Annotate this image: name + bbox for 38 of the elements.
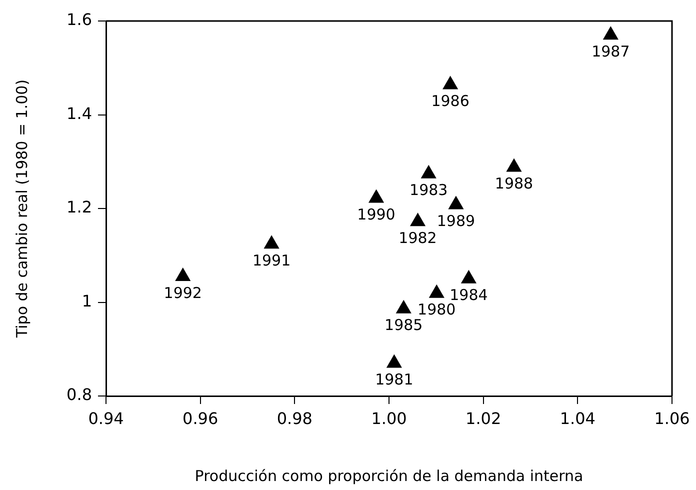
annotation: 1988 bbox=[494, 174, 534, 193]
point bbox=[396, 300, 412, 314]
x-tick-label: 1.02 bbox=[466, 408, 502, 428]
annotation: 1983 bbox=[410, 181, 448, 200]
annotation: 1991 bbox=[252, 252, 291, 270]
point bbox=[386, 354, 402, 368]
point bbox=[175, 267, 191, 281]
point bbox=[410, 212, 426, 226]
point bbox=[264, 235, 280, 249]
point bbox=[448, 196, 464, 210]
annotation: 1985 bbox=[384, 316, 423, 334]
point bbox=[506, 158, 522, 172]
x-tick-label: 1.04 bbox=[560, 408, 596, 428]
x-tick-label: 1.00 bbox=[371, 408, 407, 428]
annotation: 1987 bbox=[592, 42, 630, 60]
point bbox=[442, 76, 458, 90]
annotation: 1992 bbox=[164, 284, 202, 302]
y-tick-label: 0.8 bbox=[66, 385, 92, 404]
y-tick-label: 1.2 bbox=[66, 198, 92, 217]
annotation: 1990 bbox=[357, 206, 396, 224]
point bbox=[602, 26, 618, 40]
annotation: 1989 bbox=[436, 212, 476, 230]
x-tick-label: 0.96 bbox=[182, 408, 218, 428]
y-tick-label: 1.4 bbox=[66, 104, 92, 123]
point bbox=[368, 189, 384, 203]
y-tick-label: 1 bbox=[82, 291, 92, 310]
x-axis-title: Producción como proporción de la demanda interna bbox=[194, 466, 584, 485]
point bbox=[428, 284, 444, 298]
point bbox=[460, 270, 477, 284]
point bbox=[420, 164, 436, 178]
annotation: 1982 bbox=[398, 229, 437, 248]
y-tick-label: 1.6 bbox=[66, 10, 92, 30]
x-tick-label: 0.98 bbox=[276, 408, 312, 428]
annotation: 1986 bbox=[431, 92, 470, 110]
x-tick-label: 0.94 bbox=[88, 408, 124, 428]
x-tick-label: 1.06 bbox=[654, 408, 690, 428]
y-axis-title: Tipo de cambio real (1980 = 1.00) bbox=[12, 79, 31, 339]
annotation: 1981 bbox=[375, 370, 414, 389]
